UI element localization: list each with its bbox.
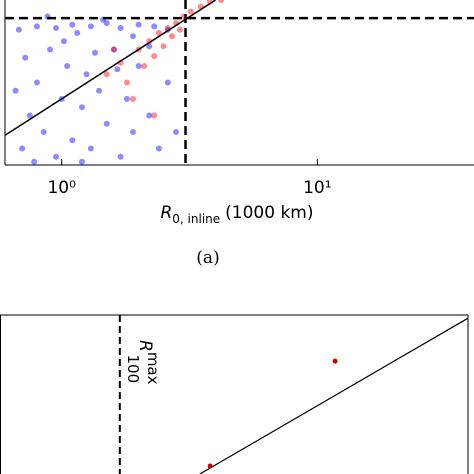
scatter-point <box>146 112 153 119</box>
scatter-point <box>33 23 40 30</box>
scatter-point <box>176 26 183 33</box>
scatter-point <box>160 43 167 50</box>
scatter-point <box>135 63 142 69</box>
annotation-subscript: 100 <box>124 355 142 384</box>
scatter-point <box>151 53 158 60</box>
scatter-point <box>146 43 153 50</box>
scatter-point <box>60 38 67 45</box>
scatter-point <box>87 23 94 30</box>
scatter-point <box>12 87 19 94</box>
scatter-point <box>78 104 85 111</box>
fit-line <box>199 317 469 474</box>
scatter-point <box>40 129 47 135</box>
scatter-point <box>87 145 94 152</box>
scatter-point <box>83 71 90 78</box>
scatter-point <box>110 46 117 53</box>
x-label-symbol: R <box>160 203 172 223</box>
annotation-superscript: max <box>144 352 162 385</box>
scatter-point <box>129 96 136 102</box>
scatter-point <box>117 153 124 160</box>
scatter-point <box>19 145 26 152</box>
scatter-point <box>69 137 76 144</box>
fit-line <box>4 0 217 136</box>
scatter-point <box>114 66 121 73</box>
annotation: Rmax100 <box>124 340 162 385</box>
scatter-point <box>78 158 85 165</box>
scatter-point <box>155 145 162 152</box>
caption: (a) <box>196 248 219 268</box>
scatter-point <box>74 30 81 36</box>
x-tick-label: 10¹ <box>303 178 331 198</box>
data-point <box>332 358 338 364</box>
scatter-point <box>123 79 130 86</box>
scatter-point <box>53 25 60 32</box>
scatter-point <box>135 21 142 28</box>
scatter-point <box>69 21 76 28</box>
scatter-point <box>141 63 148 69</box>
x-label-subscript: 0, inline <box>172 212 220 226</box>
scatter-point <box>117 25 124 32</box>
scatter-point <box>103 71 110 78</box>
scatter-point <box>110 46 117 53</box>
scatter-point <box>164 79 171 86</box>
scatter-point <box>33 79 40 86</box>
scatter-point <box>31 158 38 165</box>
scatter-point <box>187 8 194 15</box>
scatter-point <box>103 20 110 27</box>
scatter-point <box>15 26 22 33</box>
scatter-point <box>22 54 29 61</box>
annotation-symbol: R <box>135 340 155 352</box>
x-tick-label: 10⁰ <box>47 178 76 198</box>
scatter-point <box>151 112 158 119</box>
scatter-point <box>53 153 60 160</box>
x-label-unit: (1000 km) <box>225 203 313 223</box>
scatter-point <box>155 30 162 36</box>
scatter-point <box>129 33 136 40</box>
scatter-point <box>151 23 158 30</box>
scatter-point <box>26 112 33 119</box>
scatter-point <box>64 63 71 69</box>
scatter-point <box>129 129 136 135</box>
scatter-point <box>47 46 54 53</box>
scatter-point <box>123 96 130 102</box>
scatter-point <box>173 129 180 135</box>
x-axis-label: R0, inline (1000 km) <box>160 203 313 226</box>
scatter-point <box>218 0 225 3</box>
scatter-point <box>92 49 99 56</box>
scatter-point <box>103 120 110 127</box>
data-point <box>207 463 213 469</box>
scatter-point <box>96 87 103 94</box>
scatter-point <box>168 33 175 40</box>
